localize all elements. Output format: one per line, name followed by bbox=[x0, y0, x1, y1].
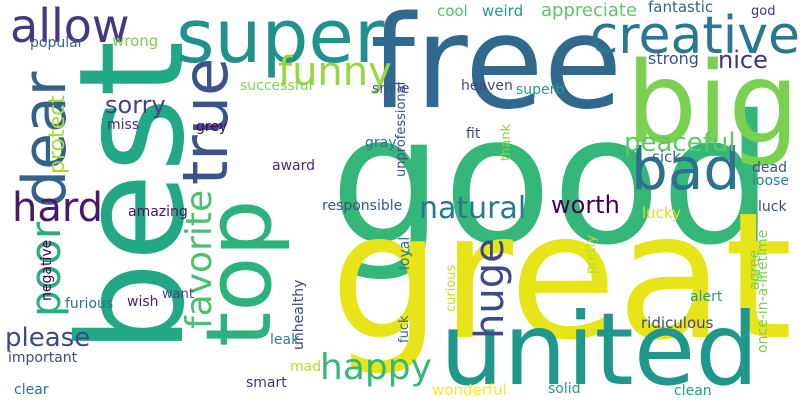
word-want: want bbox=[162, 287, 194, 302]
word-free: free bbox=[370, 0, 623, 138]
word-wrong: wrong bbox=[112, 32, 159, 50]
word-smart: smart bbox=[246, 375, 287, 391]
word-luck: luck bbox=[758, 199, 787, 215]
word-cool: cool bbox=[437, 2, 468, 20]
word-funny: funny bbox=[278, 49, 392, 95]
word-sorry: sorry bbox=[105, 91, 166, 119]
word-dead: dead bbox=[752, 160, 787, 176]
word-united: united bbox=[440, 291, 759, 400]
word-furious: furious bbox=[65, 296, 114, 312]
word-smile: smile bbox=[372, 81, 410, 97]
word-alert: alert bbox=[690, 289, 723, 305]
word-please: please bbox=[5, 323, 91, 353]
word-once-in-a-lifetime: once-in-a-lifetime bbox=[755, 229, 771, 353]
word-superb: superb bbox=[516, 82, 565, 98]
word-weird: weird bbox=[482, 2, 524, 20]
word-huge: huge bbox=[467, 238, 513, 339]
word-solid: solid bbox=[548, 381, 581, 397]
word-great: great bbox=[330, 176, 793, 379]
word-appreciate: appreciate bbox=[541, 0, 638, 21]
word-mad: mad bbox=[290, 359, 322, 375]
word-clear: clear bbox=[14, 382, 49, 398]
word-loyal: loyal bbox=[397, 236, 413, 270]
word-unprofessional: unprofessional bbox=[394, 81, 409, 177]
word-wonderful: wonderful bbox=[432, 381, 507, 399]
word-worth: worth bbox=[551, 191, 620, 219]
word-successful: successful bbox=[240, 78, 313, 94]
word-miss: miss bbox=[107, 117, 140, 133]
word-gray: gray bbox=[365, 135, 397, 151]
word-popular: popular bbox=[30, 35, 84, 51]
word-sick: sick bbox=[652, 148, 681, 166]
word-amazing: amazing bbox=[128, 204, 188, 220]
word-creative: creative bbox=[589, 6, 800, 66]
word-award: award bbox=[272, 158, 316, 174]
word-good: good bbox=[330, 77, 774, 284]
word-fuck: fuck bbox=[397, 315, 412, 344]
word-negative: negative bbox=[39, 239, 55, 301]
word-protect: protect bbox=[45, 95, 70, 174]
word-responsible: responsible bbox=[322, 198, 403, 214]
word-hard: hard bbox=[12, 185, 103, 231]
word-lucky: lucky bbox=[642, 204, 681, 222]
word-important: important bbox=[8, 350, 78, 366]
word-allow: allow bbox=[10, 0, 130, 53]
word-leak: leak bbox=[270, 332, 300, 348]
word-god: god bbox=[751, 4, 776, 19]
word-pretty: pretty bbox=[584, 234, 599, 274]
word-super: super bbox=[176, 0, 385, 80]
word-heaven: heaven bbox=[461, 78, 513, 94]
word-wish: wish bbox=[127, 294, 159, 310]
word-nice: nice bbox=[718, 46, 768, 74]
word-clean: clean bbox=[674, 383, 712, 399]
word-big: big bbox=[626, 39, 800, 169]
word-natural: natural bbox=[419, 191, 527, 226]
word-ridiculous: ridiculous bbox=[641, 314, 714, 332]
word-curious: curious bbox=[444, 264, 459, 312]
word-fit: fit bbox=[466, 126, 481, 142]
word-happy: happy bbox=[320, 347, 432, 388]
word-fantastic: fantastic bbox=[648, 0, 714, 16]
word-grey: grey bbox=[196, 119, 228, 135]
word-bad: bad bbox=[631, 135, 741, 203]
word-loose: loose bbox=[752, 173, 789, 189]
word-strong: strong bbox=[648, 49, 699, 68]
word-peaceful: peaceful bbox=[624, 128, 736, 158]
word-thank: thank bbox=[499, 123, 514, 161]
